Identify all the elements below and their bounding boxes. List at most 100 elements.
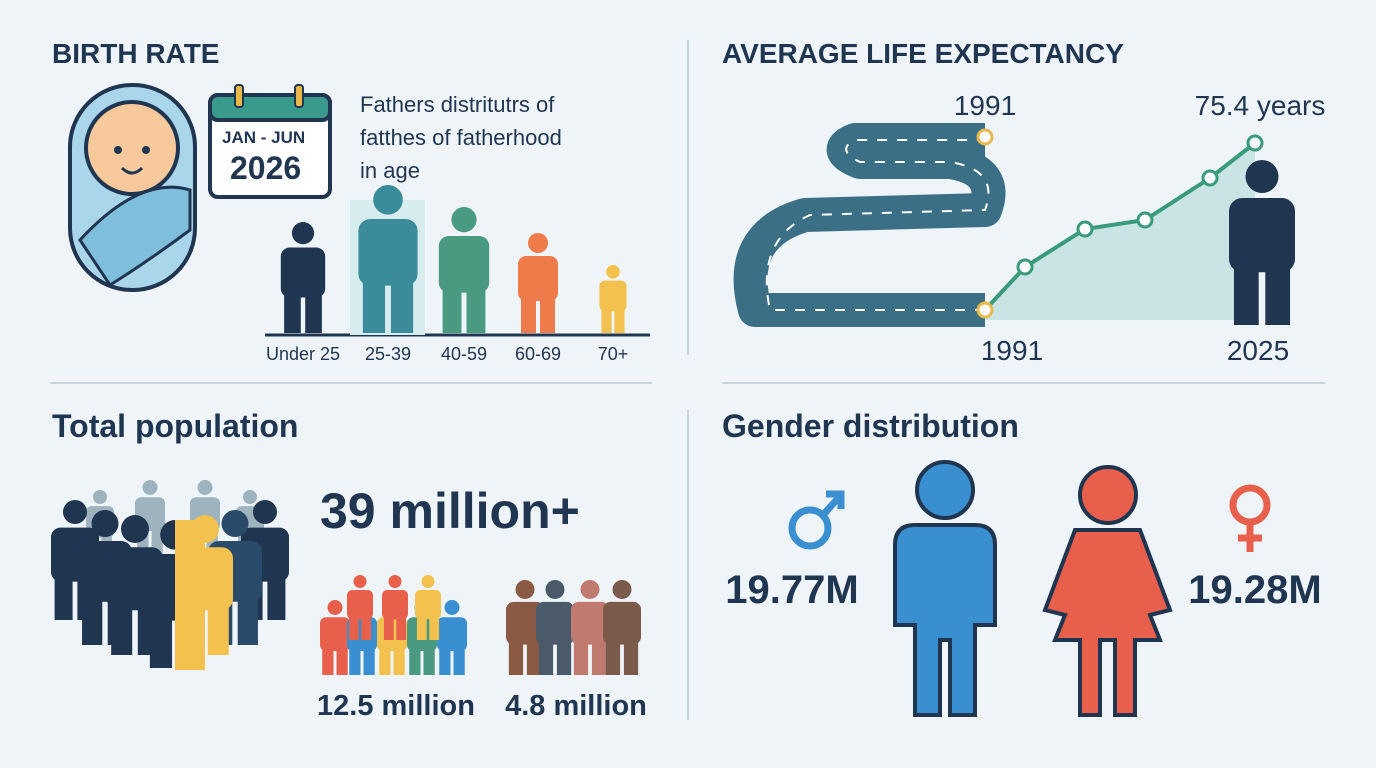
shape [601, 307, 612, 333]
shape [451, 207, 477, 233]
shape [349, 646, 361, 675]
shape [915, 460, 975, 520]
shape [591, 638, 607, 675]
shape [253, 500, 277, 524]
shape [571, 601, 609, 645]
female-count: 19.28M [1188, 568, 1322, 612]
shape [409, 646, 421, 675]
year-label: 1991 [953, 90, 1017, 121]
age-label: 60-69 [514, 344, 562, 364]
shape [556, 638, 572, 675]
value-label: 75.4 years [1194, 90, 1326, 121]
shape [93, 490, 107, 504]
year-label: 2025 [1226, 335, 1290, 366]
note-line: Fathers distritutrs of [360, 92, 555, 117]
age-label: 25-39 [364, 344, 412, 364]
calendar-year: 2026 [230, 150, 302, 186]
father-figure [358, 185, 418, 333]
shape [545, 580, 565, 599]
father-figure [518, 233, 558, 333]
shape [327, 600, 343, 615]
shape [175, 520, 205, 670]
shape [361, 615, 372, 640]
calendar-period: JAN - JUN [222, 128, 306, 147]
shape [580, 580, 600, 599]
shape [111, 601, 133, 655]
age-label: 40-59 [440, 344, 488, 364]
section-title: Gender distribution [722, 408, 1019, 444]
shape [429, 615, 440, 640]
senior-figure [536, 580, 574, 675]
shape [149, 611, 173, 668]
male-count: 19.77M [725, 568, 859, 612]
shape [267, 574, 286, 620]
man-figure [1229, 160, 1295, 325]
shape [396, 615, 407, 640]
shape [82, 593, 103, 645]
age-label: Under 25 [265, 344, 341, 364]
shape [421, 575, 435, 588]
shape [221, 510, 249, 537]
shape [243, 490, 257, 504]
shape [508, 638, 524, 675]
shape [142, 480, 158, 495]
shape [605, 638, 621, 675]
child-figure [320, 600, 350, 675]
note-line: in age [360, 158, 420, 183]
shape [623, 638, 639, 675]
child-figure [347, 575, 373, 640]
shape [1265, 262, 1291, 325]
shape [612, 580, 632, 599]
shape [614, 307, 625, 333]
child-figure [437, 600, 467, 675]
father-figure [438, 207, 490, 333]
shape [1245, 160, 1279, 193]
shape [1233, 262, 1259, 325]
year-label: 1991 [980, 335, 1044, 366]
shape [1078, 465, 1138, 525]
shape [379, 646, 391, 675]
population-total: 39 million+ [320, 483, 580, 539]
age-label: 70+ [597, 344, 629, 364]
shape [358, 219, 418, 286]
seniors-count: 4.8 million [505, 690, 647, 722]
shape [437, 617, 467, 651]
shape [538, 638, 554, 675]
shape [322, 646, 334, 675]
shape [54, 574, 73, 620]
shape [348, 615, 359, 640]
shape [237, 593, 258, 645]
shape [453, 646, 465, 675]
child-figure [415, 575, 441, 640]
father-figure [599, 265, 627, 333]
shape [284, 290, 301, 333]
shape [528, 233, 548, 253]
shape [347, 589, 373, 620]
shape [362, 276, 386, 333]
shape [515, 580, 535, 599]
shape [599, 280, 627, 312]
shape [320, 617, 350, 651]
father-figure [280, 222, 326, 333]
shape [444, 600, 460, 615]
shape [466, 285, 486, 333]
shape [373, 185, 403, 215]
shape [390, 276, 414, 333]
shape [1229, 197, 1295, 273]
section-title: BIRTH RATE [52, 38, 220, 69]
shape [526, 638, 542, 675]
shape [280, 247, 326, 298]
shape [91, 510, 119, 537]
section-title: Total population [52, 408, 299, 444]
shape [121, 515, 149, 543]
shape [151, 526, 163, 555]
shape [291, 222, 315, 245]
shape [207, 601, 229, 655]
shape [197, 480, 213, 495]
senior-figure [506, 580, 544, 675]
shape [388, 575, 402, 588]
shape [393, 646, 405, 675]
child-figure [382, 575, 408, 640]
shape [363, 646, 375, 675]
